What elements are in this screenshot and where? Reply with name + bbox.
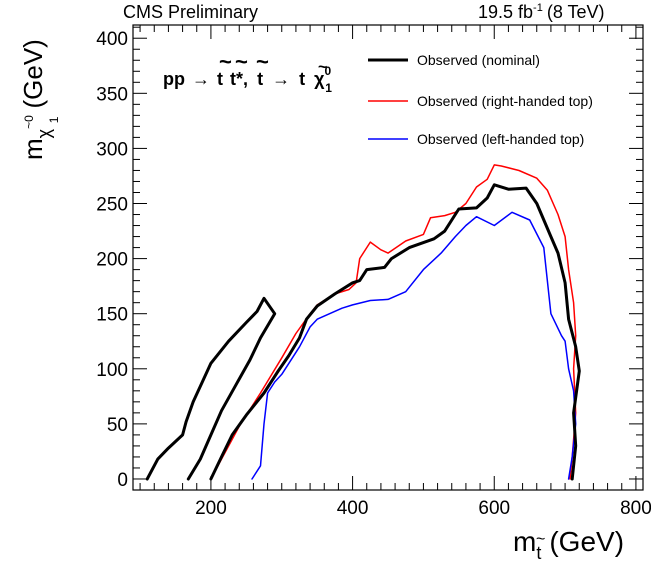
svg-text:mχ~01(GeV): mχ~0 1 (GeV) <box>18 39 61 160</box>
process-lhs: pp <box>163 69 185 89</box>
series-line-1-segment-0 <box>211 165 576 479</box>
experiment-label: CMS Preliminary <box>123 2 258 22</box>
x-tick-label: 800 <box>620 498 651 519</box>
series-line-0-segment-1 <box>211 185 579 479</box>
ylabel-sub-index: 1 <box>47 116 61 123</box>
series-line-0-segment-0 <box>147 298 275 479</box>
x-axis-label: mt (GeV) ~ <box>513 526 624 563</box>
tilde-4: ~ <box>318 59 327 76</box>
tilde-1: ~ <box>219 49 232 74</box>
x-tick-label: 200 <box>195 498 227 519</box>
lumi-exponent: -1 <box>533 2 543 14</box>
process-top: t <box>299 69 305 89</box>
series-line-2-segment-0 <box>252 212 576 479</box>
y-tick-label: 250 <box>96 195 128 216</box>
process-annotation: pp → t t*, t → t χ0 1 ~ ~ ~ ~ <box>163 49 332 95</box>
y-tick-label: 400 <box>96 29 128 50</box>
y-tick-label: 200 <box>96 250 128 271</box>
process-arrow2: → <box>272 69 290 89</box>
ylabel-sub-chi: χ <box>34 128 54 138</box>
lumi-label: 19.5 fb-1 (8 TeV) <box>478 2 605 22</box>
svg-text:mt(GeV): mt (GeV) <box>513 526 624 563</box>
series-layer <box>147 165 579 479</box>
xlabel-main: m <box>513 526 536 557</box>
y-tick-label: 100 <box>96 360 128 381</box>
y-tick-label: 300 <box>96 139 128 160</box>
y-tick-label: 350 <box>96 84 128 105</box>
y-tick-label: 150 <box>96 305 128 326</box>
y-axis-label: mχ~0 1 (GeV) <box>18 39 61 160</box>
xlabel-accent: ~ <box>536 531 545 548</box>
ylabel-sub-chi-sup: ~0 <box>22 115 36 129</box>
process-arrow: → <box>192 69 210 89</box>
legend-label-nominal: Observed (nominal) <box>417 52 540 68</box>
ylabel-main: m <box>18 138 48 160</box>
tilde-2: ~ <box>235 49 248 74</box>
ylabel-unit: (GeV) <box>18 39 48 108</box>
legend-label-right: Observed (right-handed top) <box>417 93 593 109</box>
legend-label-left: Observed (left-handed top) <box>417 131 584 147</box>
x-tick-label: 400 <box>337 498 369 519</box>
legend: Observed (nominal) Observed (right-hande… <box>368 52 593 147</box>
lumi-value: 19.5 fb <box>478 2 533 22</box>
xlabel-unit: (GeV) <box>549 526 624 557</box>
y-tick-label: 0 <box>117 470 128 491</box>
x-tick-label: 600 <box>478 498 510 519</box>
energy-label: (8 TeV) <box>547 2 605 22</box>
y-tick-label: 50 <box>107 415 128 436</box>
process-chi-sub: 1 <box>325 81 332 95</box>
tilde-3: ~ <box>256 49 269 74</box>
